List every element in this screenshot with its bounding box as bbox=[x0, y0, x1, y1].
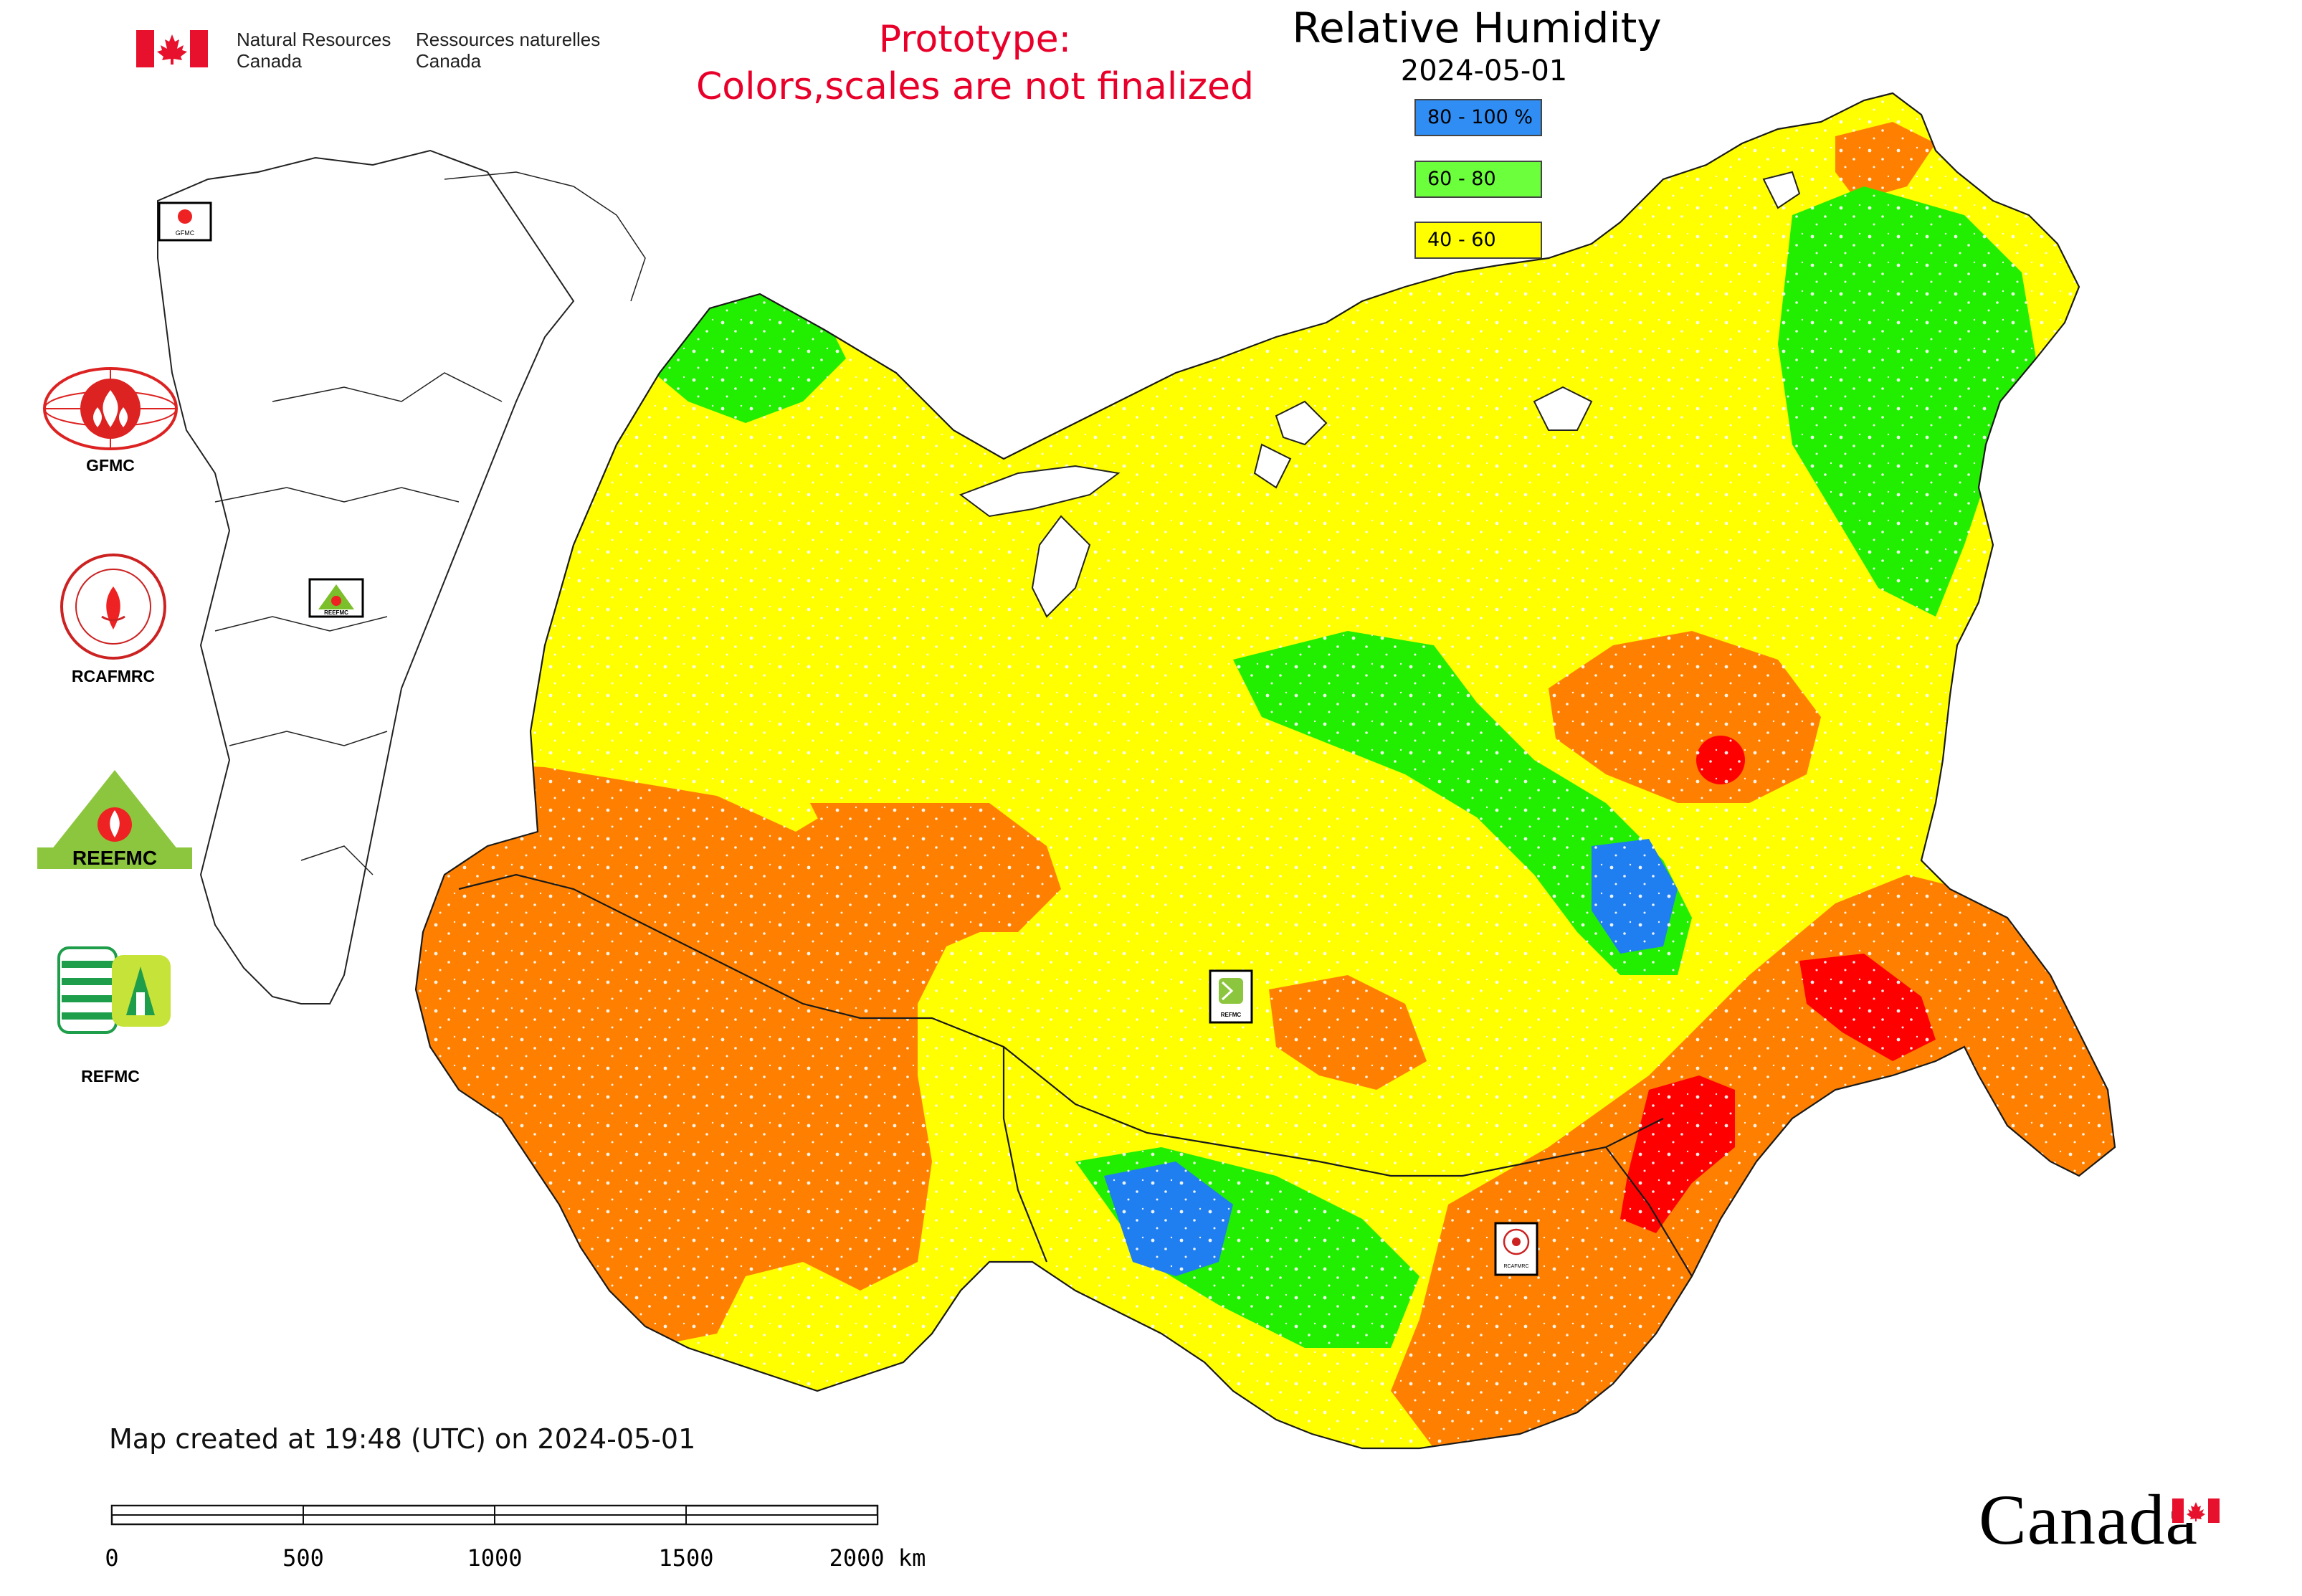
legend-label: 80 - 100 % bbox=[1427, 106, 1533, 128]
region-borders bbox=[414, 92, 2116, 1450]
created-timestamp: Map created at 19:48 (UTC) on 2024-05-01 bbox=[109, 1423, 696, 1455]
canada-flag-icon bbox=[136, 30, 208, 67]
legend-item: 40 - 60 bbox=[1414, 222, 1542, 259]
marker-rcafmrc[interactable]: RCAFMRC bbox=[1494, 1222, 1538, 1276]
arctic-islands bbox=[959, 171, 1801, 618]
prototype-line1: Prototype: bbox=[878, 18, 1072, 61]
map-date: 2024-05-01 bbox=[1400, 54, 1568, 87]
scale-tick-500: 500 bbox=[282, 1544, 324, 1572]
rcafmrc-logo[interactable] bbox=[59, 552, 168, 661]
europe-outline bbox=[157, 149, 646, 1004]
map-title: Relative Humidity bbox=[1292, 4, 1662, 52]
scale-tick-1000: 1000 bbox=[467, 1544, 522, 1572]
agency-name-en: Natural Resources Canada bbox=[237, 29, 391, 72]
scale-tick-0: 0 bbox=[105, 1544, 118, 1572]
marker-gfmc-label: GFMC bbox=[176, 229, 195, 237]
legend-label: 60 - 80 bbox=[1427, 168, 1496, 190]
reefmc-badge-text: REEFMC bbox=[72, 847, 157, 869]
refmc-label: REFMC bbox=[81, 1067, 140, 1086]
agency-name-fr: Ressources naturelles Canada bbox=[416, 29, 600, 72]
gfmc-label: GFMC bbox=[86, 456, 135, 475]
marker-rcafmrc-label: RCAFMRC bbox=[1504, 1264, 1529, 1269]
agency-fr-line2: Canada bbox=[416, 50, 482, 72]
rcafmrc-label: RCAFMRC bbox=[71, 667, 156, 685]
legend-label: 40 - 60 bbox=[1427, 229, 1496, 251]
prototype-notice: Prototype: Colors,scales are not finaliz… bbox=[660, 16, 1290, 110]
refmc-logo[interactable] bbox=[57, 946, 172, 1034]
agency-en-line2: Canada bbox=[237, 50, 303, 72]
prototype-line2: Colors,scales are not finalized bbox=[695, 65, 1255, 108]
marker-gfmc[interactable]: GFMC bbox=[158, 201, 212, 242]
gfmc-logo[interactable] bbox=[42, 366, 179, 452]
legend-item: 60 - 80 bbox=[1414, 161, 1542, 198]
marker-refmc[interactable]: REFMC bbox=[1209, 969, 1253, 1024]
marker-reefmc[interactable]: REEFMC bbox=[308, 578, 364, 618]
marker-refmc-label: REFMC bbox=[1221, 1012, 1242, 1018]
reefmc-logo[interactable]: REEFMC bbox=[37, 766, 192, 872]
agency-en-line1: Natural Resources bbox=[237, 29, 391, 50]
scale-tick-1500: 1500 bbox=[658, 1544, 713, 1572]
agency-fr-line1: Ressources naturelles bbox=[416, 29, 601, 50]
scale-tick-2000: 2000 km bbox=[829, 1544, 926, 1572]
scale-bar: 0 500 1000 1500 2000 km bbox=[105, 1504, 926, 1572]
canada-wordmark: Canada bbox=[1979, 1480, 2198, 1559]
wordmark-flag-icon bbox=[2172, 1498, 2220, 1523]
legend-item: 80 - 100 % bbox=[1414, 99, 1542, 136]
marker-reefmc-label: REEFMC bbox=[324, 609, 348, 616]
